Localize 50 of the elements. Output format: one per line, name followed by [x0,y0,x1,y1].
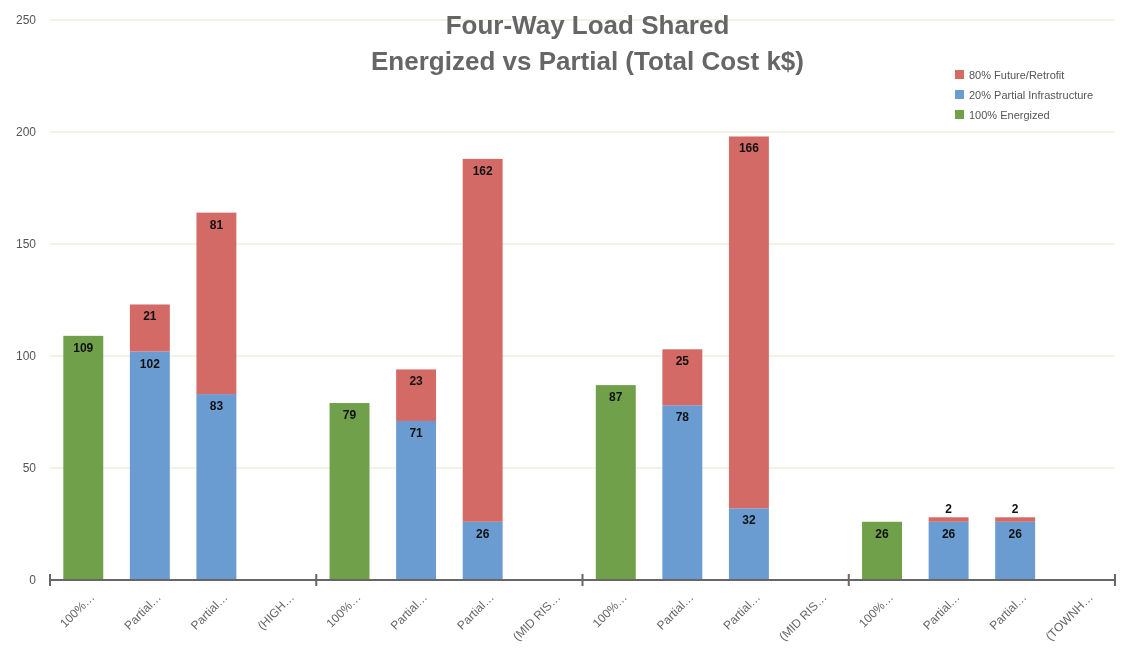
data-label: 81 [209,217,224,232]
y-tick-label: 50 [22,461,37,476]
data-label: 78 [675,410,690,425]
y-tick-label: 0 [29,573,37,588]
bar [196,394,237,580]
data-label: 26 [1008,526,1023,541]
bar [728,136,769,509]
bar [662,405,703,580]
y-tick-label: 250 [15,13,37,28]
bar [329,403,370,580]
bar [129,304,170,352]
bar [928,517,969,522]
bar [462,521,503,580]
y-tick-label: 100 [15,349,37,364]
data-label: 87 [609,390,623,405]
data-label: 23 [409,374,424,389]
bar [995,521,1036,580]
y-tick-label: 150 [15,237,37,252]
bar [862,521,902,580]
bar [462,158,503,522]
data-label: 79 [342,408,357,423]
data-label: 162 [472,163,493,178]
bar [196,212,237,395]
data-label: 102 [139,356,161,371]
bar [396,369,437,421]
bar [63,335,104,580]
bar [995,517,1036,522]
data-label: 26 [875,526,890,541]
bar [662,349,703,406]
data-label: 71 [409,425,424,440]
data-label: 26 [941,526,956,541]
data-label: 2 [945,502,953,517]
data-label: 83 [209,399,224,414]
data-label: 166 [738,141,760,156]
y-tick-label: 200 [15,125,37,140]
chart-title: Four-Way Load Shared Energized vs Partial (Total Cost k$) [371,10,804,76]
bar [396,420,437,580]
data-label: 21 [143,309,157,324]
bar [129,351,170,580]
data-label: 2 [1011,502,1019,517]
bar [728,508,769,580]
data-label: 109 [73,340,94,355]
legend-label: 80% Future/Retrofit [969,68,1065,81]
legend-label: 100% Energized [969,108,1050,121]
bar [928,521,969,580]
legend-label: 20% Partial Infrastructure [969,88,1094,101]
data-label: 32 [742,513,756,528]
bar [595,385,636,580]
data-label: 26 [475,526,490,541]
data-label: 25 [675,354,690,369]
